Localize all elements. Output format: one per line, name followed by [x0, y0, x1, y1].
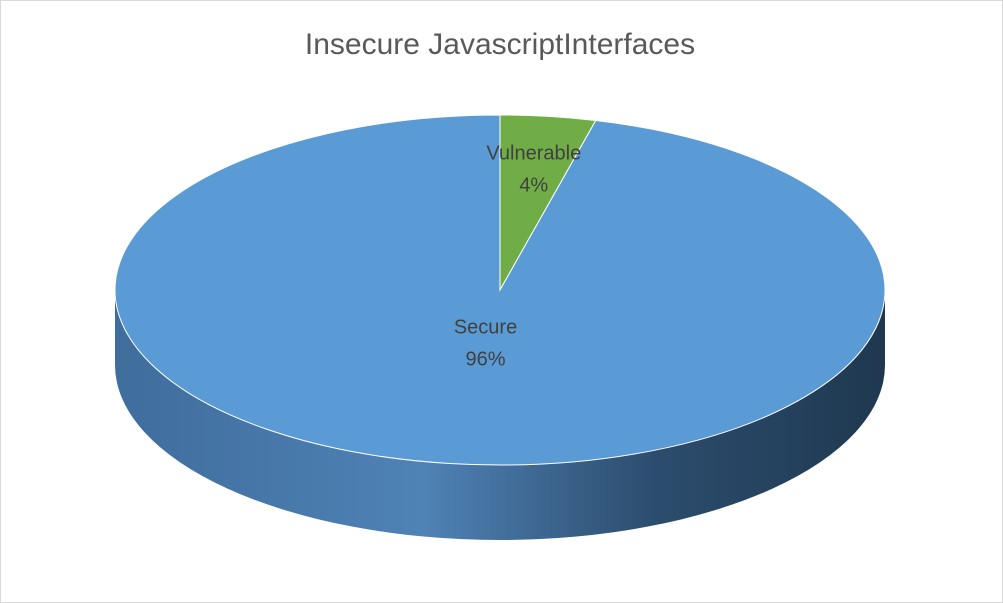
slice-label: Vulnerable: [486, 143, 581, 165]
chart-title: Insecure JavascriptInterfaces: [305, 28, 695, 61]
pie-side: [115, 290, 885, 540]
slice-value-label: 96%: [466, 348, 506, 370]
slice-value-label: 4%: [519, 175, 548, 197]
slice-label: Secure: [454, 316, 517, 338]
pie-slice: [114, 114, 886, 466]
